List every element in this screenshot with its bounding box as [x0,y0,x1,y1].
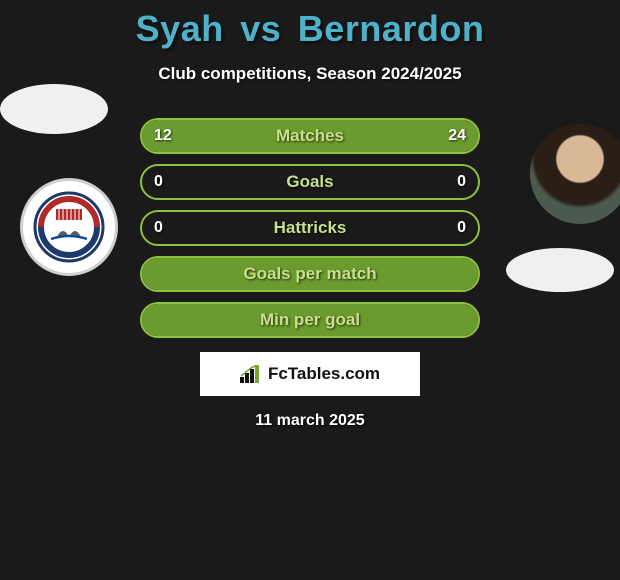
date-text: 11 march 2025 [0,412,620,430]
fctables-icon [240,365,262,383]
branding-box[interactable]: FcTables.com [200,352,420,396]
stat-row-goals-per-match: Goals per match [140,256,480,292]
player1-name: Syah [136,8,224,49]
player1-club-badge [20,178,118,276]
player1-avatar-placeholder [0,84,108,134]
page-title: Syah vs Bernardon [0,0,620,50]
subtitle: Club competitions, Season 2024/2025 [0,64,620,84]
vs-text: vs [240,8,281,49]
stat-value-right: 0 [457,212,466,244]
player2-club-badge-placeholder [506,248,614,292]
comparison-card: Syah vs Bernardon Club competitions, Sea… [0,0,620,580]
stat-value-right: 24 [448,120,466,152]
branding-text: FcTables.com [268,364,380,384]
club-badge-inner [33,191,105,263]
stat-row-goals: 0 Goals 0 [140,164,480,200]
stat-value-right: 0 [457,166,466,198]
player2-name: Bernardon [298,8,485,49]
stats-column: 12 Matches 24 0 Goals 0 0 Hattricks 0 Go… [140,118,480,348]
stat-label: Hattricks [142,212,478,244]
stat-label: Goals per match [142,258,478,290]
stat-label: Goals [142,166,478,198]
stat-row-matches: 12 Matches 24 [140,118,480,154]
stat-row-hattricks: 0 Hattricks 0 [140,210,480,246]
stat-row-min-per-goal: Min per goal [140,302,480,338]
stat-label: Min per goal [142,304,478,336]
stat-label: Matches [142,120,478,152]
player2-avatar [530,124,620,224]
psm-badge-icon [33,191,105,263]
